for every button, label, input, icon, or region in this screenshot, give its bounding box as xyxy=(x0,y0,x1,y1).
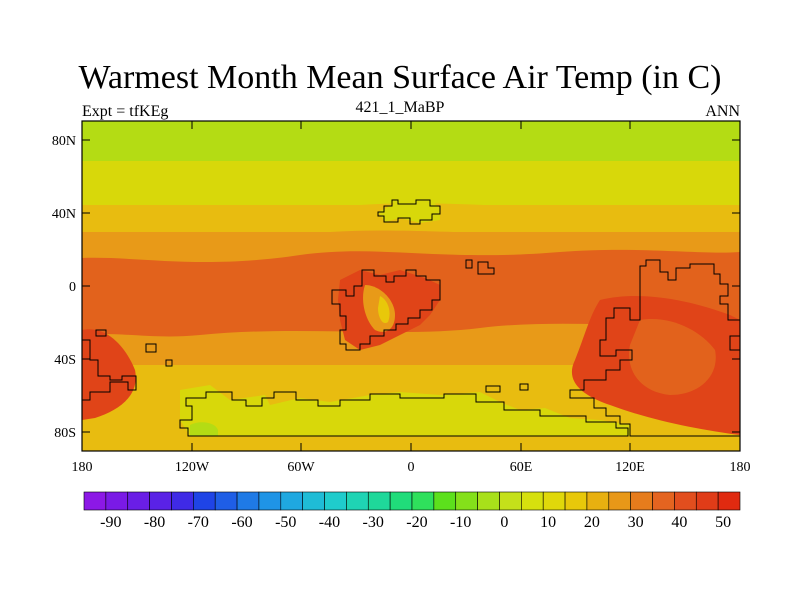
colorbar-swatch xyxy=(389,491,413,511)
colorbar-swatch xyxy=(564,491,588,511)
temperature-field xyxy=(82,121,740,451)
lat-tick-label: 40S xyxy=(54,353,76,368)
lat-axis xyxy=(82,139,740,433)
colorbar-swatch xyxy=(258,491,282,511)
colorbar-swatch xyxy=(280,491,303,511)
colorbar-swatch xyxy=(324,491,347,511)
lon-tick-label: 0 xyxy=(408,460,415,475)
colorbar-swatch xyxy=(367,491,391,511)
experiment-label: Expt = tfKEg xyxy=(82,103,169,120)
colorbar-swatch xyxy=(193,491,216,511)
map-title: Warmest Month Mean Surface Air Temp (in … xyxy=(78,59,722,96)
colorbar-label: 40 xyxy=(671,514,687,531)
colorbar-swatch xyxy=(477,491,500,511)
colorbar-swatch xyxy=(499,491,522,511)
colorbar xyxy=(83,491,741,511)
colorbar-labels: -90 -80 -70 -60 -50 -40 -30 -20 -10 0 10 20 30 40 50 xyxy=(100,514,731,531)
coast-sea-island xyxy=(465,259,473,269)
coast-east-continent xyxy=(569,259,741,437)
colorbar-label: -40 xyxy=(319,514,340,531)
colorbar-swatch xyxy=(586,491,610,511)
lon-tick-label: 120W xyxy=(175,460,210,475)
colorbar-swatch xyxy=(411,491,435,511)
lat-tick-label: 40N xyxy=(52,207,76,222)
colorbar-swatch xyxy=(455,491,478,511)
south-land-green xyxy=(190,422,218,436)
coast-islet-4 xyxy=(519,383,529,391)
colorbar-label: 10 xyxy=(540,514,556,531)
period-label: 421_1_MaBP xyxy=(355,99,445,116)
colorbar-label: -10 xyxy=(450,514,471,531)
colorbar-swatch xyxy=(433,491,457,511)
colorbar-swatch xyxy=(346,491,369,511)
colorbar-swatch xyxy=(652,491,675,511)
colorbar-label: -30 xyxy=(363,514,384,531)
colorbar-label: 50 xyxy=(715,514,731,531)
colorbar-swatch xyxy=(717,491,741,511)
lon-tick-label: 120E xyxy=(615,460,645,475)
colorbar-swatch xyxy=(302,491,325,511)
warm-patch-east-inner xyxy=(629,319,716,395)
lon-tick-label: 60W xyxy=(287,460,315,475)
lat-tick-label: 80S xyxy=(54,426,76,441)
colorbar-swatch xyxy=(127,491,150,511)
colorbar-swatch xyxy=(214,491,238,511)
colorbar-swatch xyxy=(542,491,566,511)
colorbar-label: -60 xyxy=(231,514,252,531)
lon-axis xyxy=(81,121,741,451)
colorbar-label: 20 xyxy=(584,514,600,531)
colorbar-swatch xyxy=(674,491,697,511)
colorbar-label: -50 xyxy=(275,514,296,531)
colorbar-label: -70 xyxy=(188,514,209,531)
coast-islet-2 xyxy=(165,359,173,367)
coast-south-landmass xyxy=(179,391,629,437)
lon-tick-label: 180 xyxy=(730,460,751,475)
south-land-yellow xyxy=(180,385,630,436)
colorbar-swatch xyxy=(236,491,260,511)
colorbar-label: -20 xyxy=(406,514,427,531)
lon-tick-label: 60E xyxy=(510,460,533,475)
colorbar-swatch xyxy=(695,491,719,511)
colorbar-swatch xyxy=(630,491,653,511)
coast-west-piece xyxy=(95,329,107,337)
lat-tick-label: 80N xyxy=(52,134,76,149)
colorbar-swatch xyxy=(608,491,631,511)
africa-cool-core xyxy=(378,296,390,324)
lat-tick-label: 0 xyxy=(69,280,76,295)
coast-eurasia xyxy=(377,199,441,225)
lon-tick-label: 180 xyxy=(72,460,93,475)
coastlines xyxy=(82,199,741,437)
colorbar-label: 0 xyxy=(500,514,508,531)
warm-patch-west xyxy=(82,329,136,420)
eurasia-patch xyxy=(378,200,440,223)
coast-islet-1 xyxy=(145,343,157,353)
colorbar-swatch xyxy=(105,491,129,511)
coast-islet-3 xyxy=(485,385,501,393)
coast-west-strip xyxy=(82,339,137,401)
colorbar-label: -80 xyxy=(144,514,165,531)
coast-island-2 xyxy=(477,261,495,275)
colorbar-swatch xyxy=(521,491,544,511)
colorbar-label: -90 xyxy=(100,514,121,531)
coast-africa xyxy=(331,269,441,351)
season-label: ANN xyxy=(705,103,740,120)
colorbar-swatch xyxy=(171,491,194,511)
colorbar-swatch xyxy=(149,491,172,511)
colorbar-label: 30 xyxy=(628,514,644,531)
colorbar-swatch xyxy=(83,491,107,511)
